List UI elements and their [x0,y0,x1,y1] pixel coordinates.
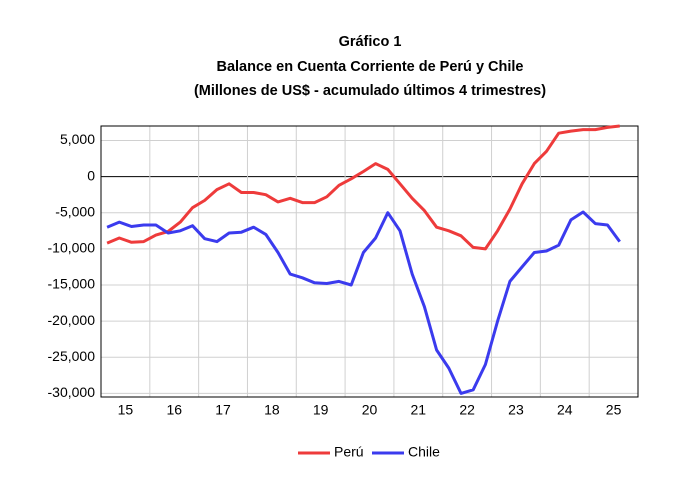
y-tick-label: -20,000 [48,312,96,328]
y-tick-label: -30,000 [48,384,96,400]
chart-note: (Millones de US$ - acumulado últimos 4 t… [194,83,546,99]
x-tick-label: 18 [264,402,280,418]
x-tick-label: 24 [557,402,573,418]
x-tick-label: 20 [362,402,378,418]
plot-border [100,125,639,398]
y-tick-label: -25,000 [48,348,96,364]
x-tick-label: 25 [606,402,622,418]
y-tick-label: -5,000 [55,203,95,219]
x-tick-label: 16 [166,402,182,418]
x-tick-label: 17 [215,402,231,418]
x-tick-label: 19 [313,402,329,418]
y-tick-label: 0 [87,167,95,183]
y-tick-label: -10,000 [48,240,96,256]
legend-label: Chile [408,444,440,460]
x-tick-label: 23 [508,402,524,418]
chart-subtitle: Balance en Cuenta Corriente de Perú y Ch… [216,59,523,75]
legend-label: Perú [334,444,364,460]
x-tick-label: 22 [459,402,475,418]
x-tick-label: 21 [411,402,427,418]
series-line [106,124,620,251]
series-line [106,210,621,395]
y-tick-label: -15,000 [48,276,96,292]
chart-title: Gráfico 1 [339,34,402,50]
y-tick-label: 5,000 [60,131,95,147]
x-tick-label: 15 [118,402,134,418]
